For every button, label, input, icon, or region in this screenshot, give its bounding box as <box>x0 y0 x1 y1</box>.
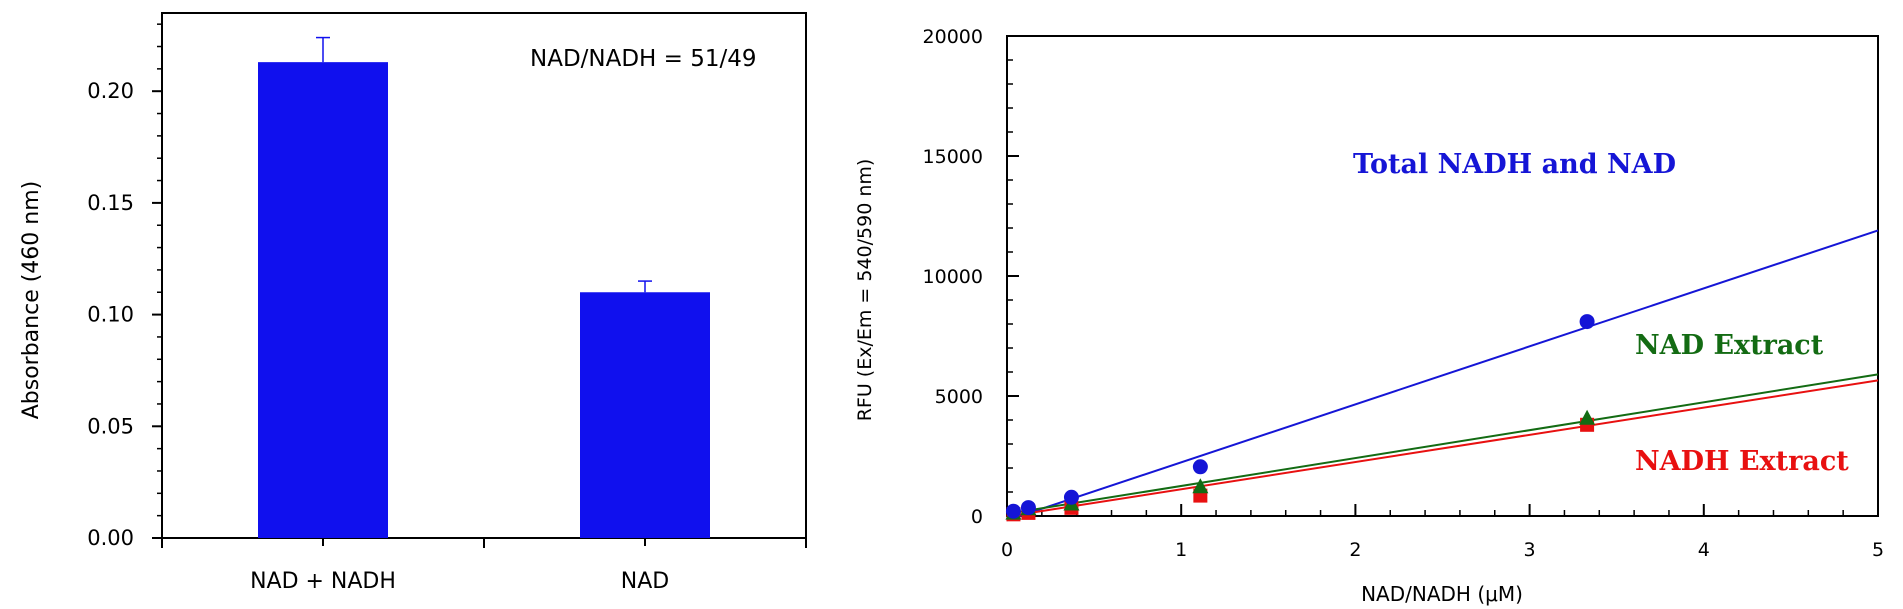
legend-label-nad-extract: NAD Extract <box>1635 330 1824 361</box>
sc-y-tick-label: 0 <box>971 506 983 528</box>
bar-chart-annotation: NAD/NADH = 51/49 <box>530 46 757 72</box>
point-nad-extract <box>1192 478 1209 494</box>
sc-x-tick-label: 2 <box>1349 539 1361 561</box>
bar-nad-plus-nadh <box>258 62 388 539</box>
bar-chart-bars <box>258 36 710 539</box>
bar-y-tick-label: 0.05 <box>87 414 134 438</box>
sc-y-tick-label: 10000 <box>923 266 983 288</box>
bar-chart-y-label: Absorbance (460 nm) <box>19 181 44 420</box>
scatter-chart-x-label: NAD/NADH (μM) <box>1361 582 1523 606</box>
bar-y-tick-label: 0.15 <box>87 191 134 215</box>
sc-y-tick-label: 15000 <box>923 146 983 168</box>
bar-y-tick-label: 0.10 <box>87 303 134 327</box>
sc-x-tick-label: 0 <box>1001 539 1013 561</box>
sc-y-tick-label: 20000 <box>923 26 983 48</box>
scatter-chart-y-label: RFU (Ex/Em = 540/590 nm) <box>854 159 876 422</box>
bar-category-label: NAD + NADH <box>250 569 396 594</box>
sc-x-tick-label: 5 <box>1872 539 1884 561</box>
bar-nad <box>580 292 710 538</box>
point-total <box>1063 489 1079 505</box>
scatter-chart-y-axis: 0 5000 10000 15000 20000 <box>923 26 1019 528</box>
sc-y-tick-label: 5000 <box>935 386 983 408</box>
scatter-chart-x-axis: 0 1 2 3 4 5 <box>1001 504 1884 561</box>
point-nad-extract <box>1579 409 1596 425</box>
legend-label-nadh-extract: NADH Extract <box>1635 446 1849 477</box>
fit-line-nad-extract <box>1006 373 1879 515</box>
bar-chart: 0.00 0.05 0.10 0.15 0.20 NAD + NADH NAD NAD/N… <box>19 12 807 594</box>
scatter-chart-points <box>1005 314 1596 522</box>
bar-chart-x-axis: NAD + NADH NAD <box>161 538 807 594</box>
point-total <box>1020 500 1036 516</box>
bar-y-tick-label: 0.20 <box>87 79 134 103</box>
point-total <box>1005 503 1021 519</box>
bar-category-label: NAD <box>621 569 669 594</box>
scatter-chart-fit-lines <box>1006 229 1879 522</box>
sc-x-tick-label: 4 <box>1698 539 1710 561</box>
point-total <box>1192 459 1208 475</box>
bar-y-tick-label: 0.00 <box>87 526 134 550</box>
point-total <box>1579 314 1595 330</box>
bar-chart-y-axis: 0.00 0.05 0.10 0.15 0.20 <box>87 23 162 550</box>
legend-label-total: Total NADH and NAD <box>1353 149 1676 180</box>
scatter-chart: 0 5000 10000 15000 20000 0 1 2 3 4 5 NAD/NADH (μM… <box>854 26 1884 606</box>
fit-line-total <box>1006 229 1879 522</box>
sc-x-tick-label: 3 <box>1524 539 1536 561</box>
fit-line-nadh-extract <box>1006 379 1879 518</box>
sc-x-tick-label: 1 <box>1175 539 1187 561</box>
